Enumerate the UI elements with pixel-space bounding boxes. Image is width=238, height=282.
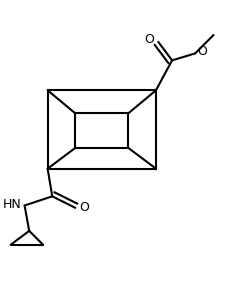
Text: O: O <box>197 45 207 58</box>
Text: O: O <box>79 201 89 214</box>
Text: O: O <box>144 33 154 46</box>
Text: HN: HN <box>3 198 21 211</box>
